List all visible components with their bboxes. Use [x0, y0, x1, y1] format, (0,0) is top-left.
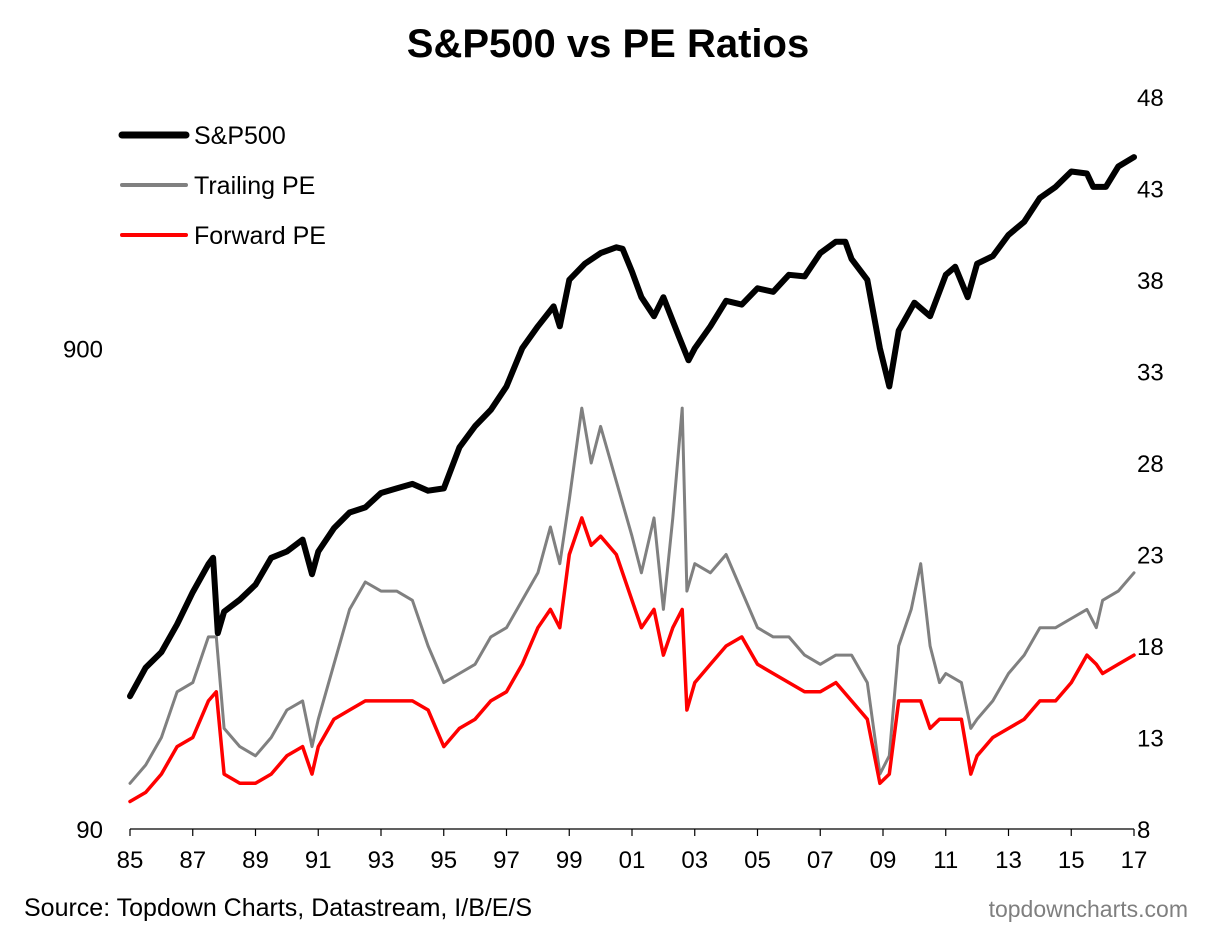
x-tick-label: 09 [870, 847, 897, 874]
legend-label: Forward PE [194, 222, 326, 250]
series-line-forward-pe [128, 516, 1136, 804]
left-axis-tick-label: 900 [63, 336, 103, 363]
watermark: topdowncharts.com [988, 896, 1188, 922]
x-tick-label: 85 [117, 847, 144, 874]
chart-title: S&P500 vs PE Ratios [406, 22, 810, 66]
x-tick-label: 93 [368, 847, 395, 874]
right-axis-tick-label: 23 [1137, 543, 1164, 570]
x-tick-label: 95 [430, 847, 457, 874]
series-lines [127, 154, 1137, 804]
right-axis-tick-label: 38 [1137, 268, 1164, 295]
x-tick-label: 97 [493, 847, 520, 874]
right-axis-tick-label: 43 [1137, 177, 1164, 204]
x-tick-label: 05 [744, 847, 771, 874]
right-axis-tick-label: 48 [1137, 85, 1164, 112]
right-axis-tick-label: 28 [1137, 451, 1164, 478]
legend: S&P500 Trailing PE Forward PE [118, 122, 326, 250]
axes: 85 87 89 91 93 95 97 99 01 03 05 07 09 11 13 15 17 8 13 18 2… [63, 85, 1164, 874]
x-tick-label: 13 [995, 847, 1022, 874]
x-tick-label: 11 [933, 847, 958, 874]
legend-label: Trailing PE [194, 172, 315, 200]
x-tick-label: 01 [619, 847, 646, 874]
x-tick-label: 17 [1121, 847, 1148, 874]
series-line-trailing-pe [128, 406, 1136, 785]
right-axis-tick-label: 18 [1137, 634, 1164, 661]
x-tick-label: 15 [1058, 847, 1085, 874]
x-tick-label: 99 [556, 847, 583, 874]
x-tick-label: 03 [681, 847, 708, 874]
x-tick-label: 89 [242, 847, 269, 874]
series-line-s-p500 [127, 154, 1137, 700]
x-tick-label: 07 [807, 847, 834, 874]
source-note: Source: Topdown Charts, Datastream, I/B/… [24, 894, 533, 922]
legend-label: S&P500 [194, 122, 286, 150]
right-axis-tick-label: 8 [1137, 817, 1150, 844]
right-axis-tick-label: 33 [1137, 360, 1164, 387]
x-tick-label: 91 [305, 847, 332, 874]
x-tick-label: 87 [179, 847, 206, 874]
right-axis-tick-label: 13 [1137, 726, 1164, 753]
left-axis-tick-label: 90 [76, 817, 103, 844]
